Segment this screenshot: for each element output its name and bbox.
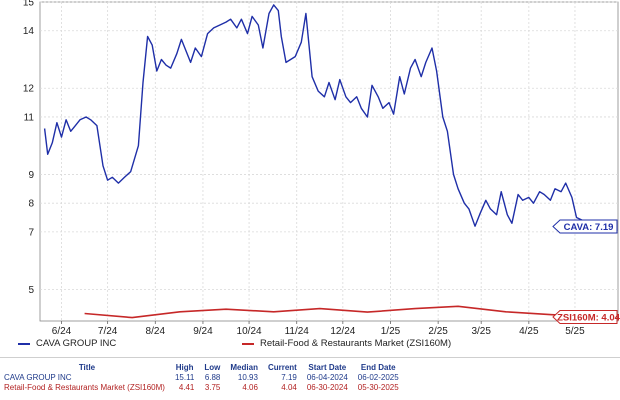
y-tick-label: 5 bbox=[28, 285, 34, 296]
y-tick-label: 11 bbox=[24, 112, 35, 123]
cell-high: 15.11 bbox=[174, 372, 195, 382]
x-tick-label: 4/25 bbox=[519, 326, 539, 335]
table-row: CAVA GROUP INC 15.11 6.88 10.93 7.19 06-… bbox=[4, 372, 404, 382]
x-tick-label: 6/24 bbox=[52, 326, 72, 335]
y-tick-label: 8 bbox=[28, 199, 34, 210]
cell-title: Retail-Food & Restaurants Market (ZSI160… bbox=[4, 382, 165, 392]
plot-frame bbox=[39, 1, 619, 322]
cell-current: 7.19 bbox=[281, 372, 297, 382]
legend-item-cava: CAVA GROUP INC bbox=[18, 338, 116, 349]
table-row: Retail-Food & Restaurants Market (ZSI160… bbox=[4, 382, 404, 392]
cell-median: 10.93 bbox=[237, 372, 258, 382]
x-tick-label: 8/24 bbox=[146, 326, 166, 335]
cell-start-date: 06-30-2024 bbox=[306, 382, 348, 392]
x-tick-label: 3/25 bbox=[471, 326, 491, 335]
cell-current: 4.04 bbox=[281, 382, 297, 392]
cell-median: 4.06 bbox=[242, 382, 258, 392]
x-tick-label: 5/25 bbox=[565, 326, 585, 335]
col-median: Median bbox=[230, 362, 258, 372]
cell-title: CAVA GROUP INC bbox=[4, 372, 72, 382]
y-tick-label: 15 bbox=[23, 0, 35, 9]
legend-label: Retail-Food & Restaurants Market (ZSI160… bbox=[260, 338, 452, 349]
cell-low: 3.75 bbox=[204, 382, 221, 392]
x-tick-label: 2/25 bbox=[428, 326, 448, 335]
x-tick-label: 9/24 bbox=[193, 326, 213, 335]
x-tick-label: 12/24 bbox=[330, 326, 355, 335]
col-title: Title bbox=[78, 362, 96, 372]
x-axis-ticks: 6/24 7/24 8/24 9/24 10/24 11/24 12/24 1/25 2/25 3… bbox=[52, 321, 585, 335]
x-tick-label: 10/24 bbox=[237, 326, 262, 335]
stats-header-row: Title High Low Median Current Start Date… bbox=[4, 362, 404, 372]
legend-label: CAVA GROUP INC bbox=[36, 338, 117, 349]
series-lines bbox=[43, 4, 603, 319]
series-line-zsi160m bbox=[84, 305, 599, 319]
legend-swatch bbox=[242, 342, 254, 345]
y-tick-label: 7 bbox=[28, 227, 34, 238]
callout-zsi160m: ZSI160M: 4.04 bbox=[552, 309, 620, 324]
x-tick-label: 1/25 bbox=[381, 326, 401, 335]
divider bbox=[0, 357, 620, 358]
line-chart: 15 14 12 11 9 8 7 5 6/24 7/24 8/24 9/24 10/24 11/24 1… bbox=[23, 0, 620, 335]
callout-label: CAVA: 7.19 bbox=[564, 222, 614, 233]
col-high: High bbox=[175, 362, 194, 372]
x-tick-label: 11/24 bbox=[285, 326, 310, 335]
cell-high: 4.41 bbox=[178, 382, 195, 392]
value-callouts: CAVA: 7.19 ZSI160M: 4.04 bbox=[552, 219, 620, 324]
cell-start-date: 06-04-2024 bbox=[306, 372, 348, 382]
y-tick-label: 9 bbox=[28, 170, 34, 181]
legend-item-zsi160m: Retail-Food & Restaurants Market (ZSI160… bbox=[242, 338, 451, 349]
col-start-date: Start Date bbox=[308, 362, 347, 372]
x-tick-label: 7/24 bbox=[98, 326, 118, 335]
callout-box bbox=[552, 219, 618, 234]
col-low: Low bbox=[204, 362, 221, 372]
stats-table: Title High Low Median Current Start Date… bbox=[4, 362, 404, 392]
grid-lines bbox=[39, 1, 619, 322]
col-end-date: End Date bbox=[360, 362, 396, 372]
col-current: Current bbox=[267, 362, 297, 372]
y-tick-label: 14 bbox=[23, 26, 35, 37]
callout-box bbox=[552, 309, 618, 324]
y-axis-ticks: 15 14 12 11 9 8 7 5 bbox=[23, 0, 35, 296]
series-line-cava bbox=[43, 4, 603, 228]
legend-swatch bbox=[18, 342, 30, 345]
cell-end-date: 06-02-2025 bbox=[357, 372, 399, 382]
cell-low: 6.88 bbox=[204, 372, 221, 382]
y-tick-label: 12 bbox=[23, 84, 35, 95]
callout-cava: CAVA: 7.19 bbox=[552, 219, 618, 234]
callout-label: ZSI160M: 4.04 bbox=[557, 312, 620, 323]
legend: CAVA GROUP INC Retail-Food & Restaurants… bbox=[0, 338, 620, 352]
cell-end-date: 05-30-2025 bbox=[357, 382, 399, 392]
